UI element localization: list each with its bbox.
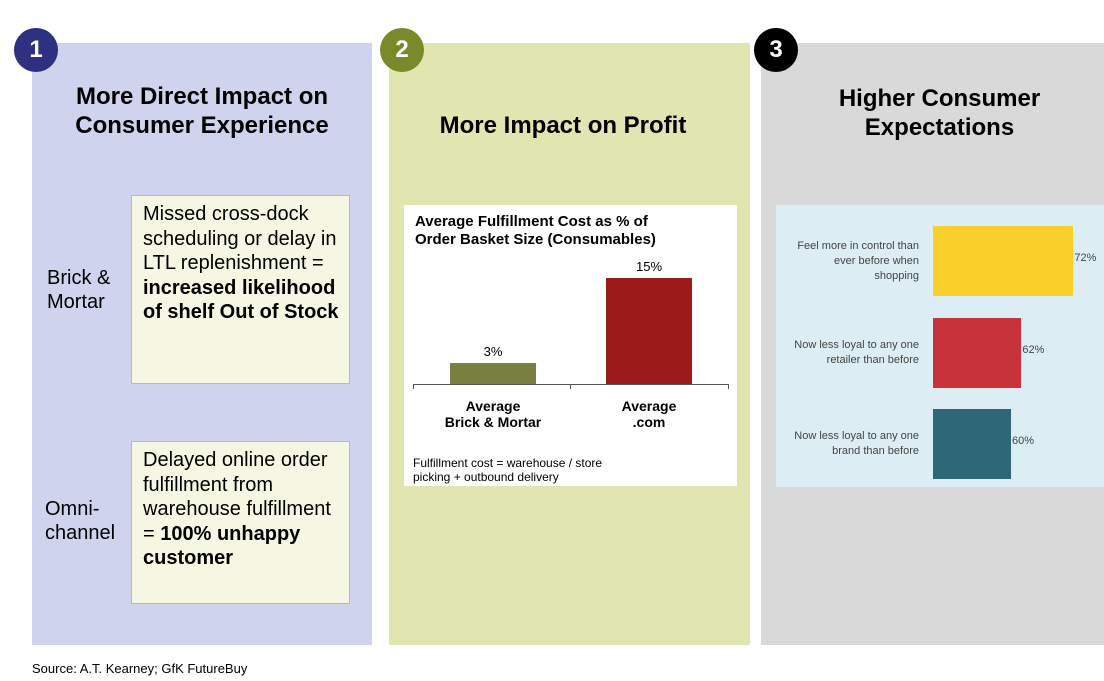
bar <box>933 226 1074 296</box>
row-label-omnichannel: Omni-channel <box>45 498 116 544</box>
row-label-brick-mortar: Brick & Mortar <box>47 267 111 313</box>
source-note: Source: A.T. Kearney; GfK FutureBuy <box>32 661 248 676</box>
panel-1-title: More Direct Impact on Consumer Experience <box>75 83 329 139</box>
category-label: Now less loyal to any one brand than befo… <box>794 430 919 457</box>
x-axis <box>413 384 729 385</box>
axis-tick <box>728 384 729 389</box>
category-label: Now less loyal to any one retailer than b… <box>794 339 919 366</box>
chart-title: Average Fulfillment Cost as % of Order Ba… <box>415 213 656 248</box>
chart-footnote: Fulfillment cost = warehouse / store pick… <box>413 456 603 484</box>
fulfillment-cost-chart: Average Fulfillment Cost as % of Order Ba… <box>404 205 737 486</box>
number-badge-2: 2 <box>380 28 424 72</box>
panel-2-title: More Impact on Profit <box>439 112 687 139</box>
axis-tick <box>570 384 571 389</box>
bar <box>933 318 1022 388</box>
category-label: Average .com <box>621 398 677 430</box>
number-badge-3: 3 <box>754 28 798 72</box>
data-label: 3% <box>483 343 503 359</box>
data-label: 72% <box>1074 252 1097 264</box>
axis-tick <box>413 384 414 389</box>
category-label: Feel more in control than ever before whe… <box>797 239 919 282</box>
bar <box>933 409 1011 479</box>
data-label: 15% <box>635 259 663 274</box>
data-label: 60% <box>1012 435 1035 447</box>
category-label: Average Brick & Mortar <box>444 398 542 430</box>
panel-3-title: Higher Consumer Expectations <box>838 85 1041 141</box>
consumer-expectations-chart: 72% Feel more in control than ever before … <box>776 205 1104 487</box>
impact-box-brick-mortar: Missed cross-dock scheduling or delay in… <box>131 195 350 384</box>
impact-box-omnichannel: Delayed online order fulfillment from wa… <box>131 441 350 604</box>
bar <box>450 362 536 384</box>
number-badge-1: 1 <box>14 28 58 72</box>
data-label: 62% <box>1022 344 1045 356</box>
bar <box>606 278 692 384</box>
